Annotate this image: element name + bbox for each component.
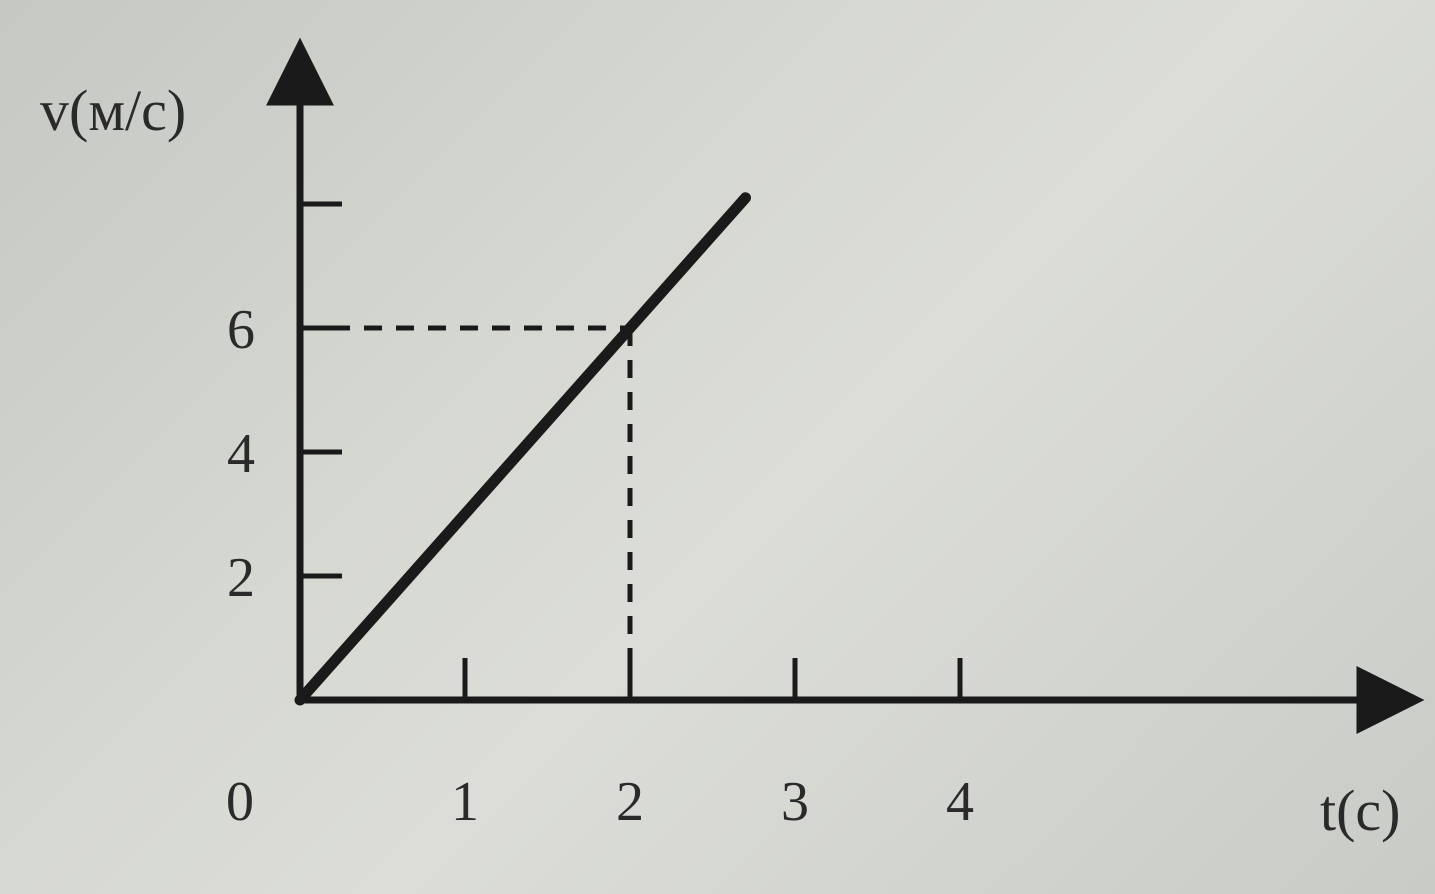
x-tick-label: 3	[781, 771, 809, 833]
origin-label: 0	[226, 771, 254, 833]
x-tick-label: 4	[946, 771, 974, 833]
chart-svg: 2 4 6 1 2 3 4 0 v(м/с) t(c)	[0, 0, 1435, 894]
velocity-time-chart: 2 4 6 1 2 3 4 0 v(м/с) t(c)	[0, 0, 1435, 894]
x-tick-label: 2	[616, 771, 644, 833]
velocity-line	[300, 198, 746, 700]
y-tick-label: 6	[227, 299, 255, 361]
y-tick-label: 2	[227, 547, 255, 609]
y-tick-label: 4	[227, 423, 255, 485]
x-tick-label: 1	[451, 771, 479, 833]
y-axis-label: v(м/с)	[40, 78, 186, 143]
x-axis-label: t(c)	[1320, 778, 1401, 843]
